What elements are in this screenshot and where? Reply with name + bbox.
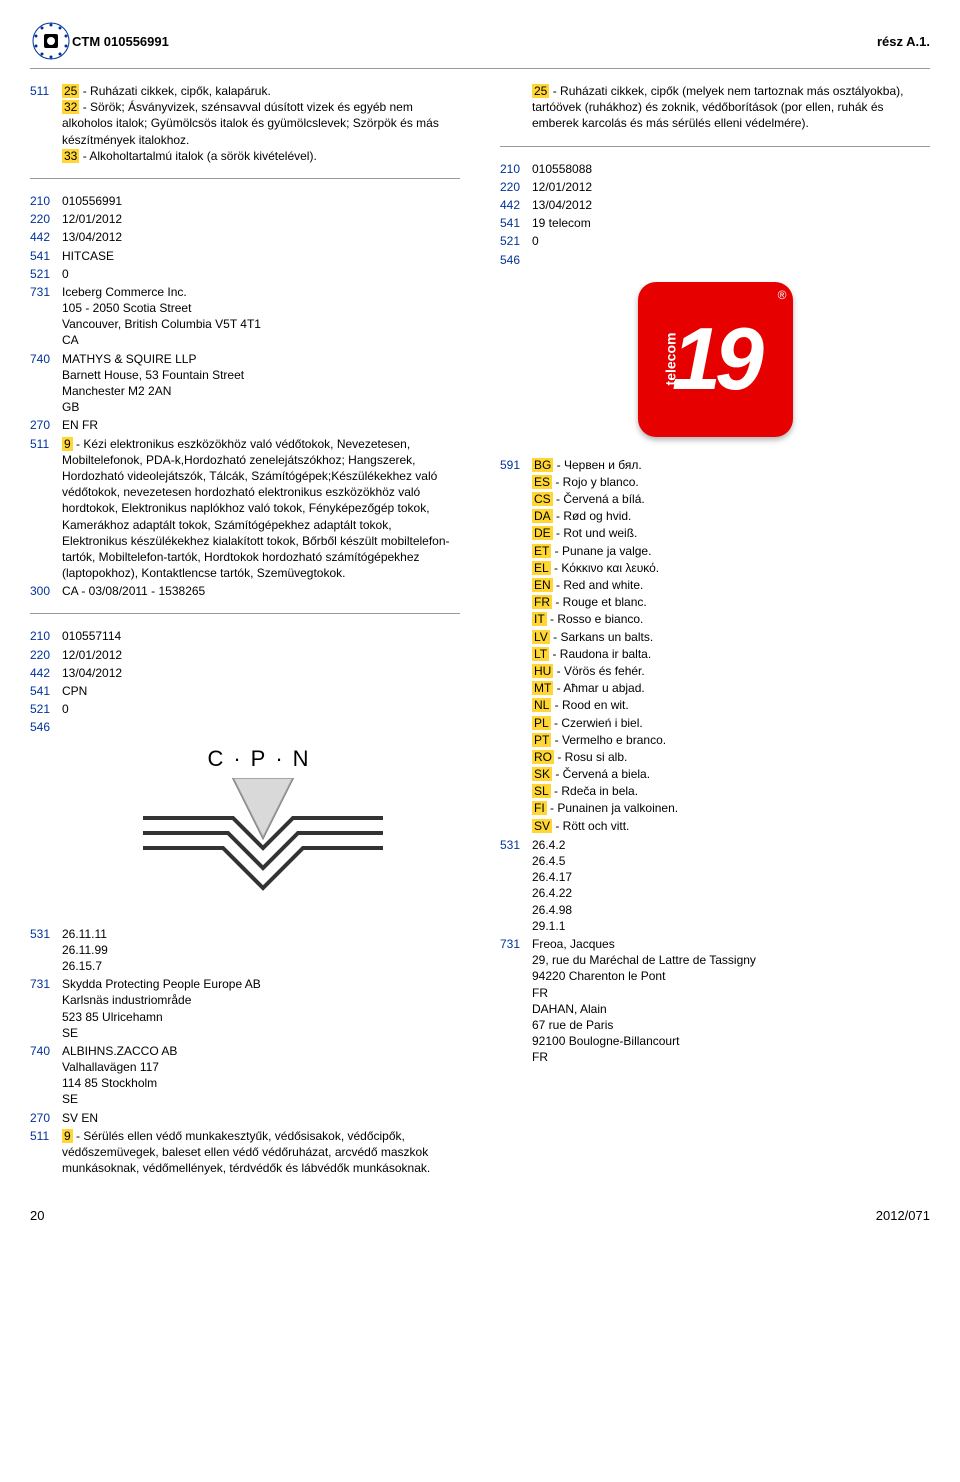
field-row: 25 - Ruházati cikkek, cipők (melyek nem … [500, 83, 930, 132]
issue-number: 2012/071 [876, 1208, 930, 1223]
separator [30, 613, 460, 614]
header-section: rész A.1. [877, 34, 930, 49]
right-column: 25 - Ruházati cikkek, cipők (melyek nem … [500, 83, 930, 1178]
registered-icon: ® [778, 288, 787, 302]
field-code: 511 [30, 83, 62, 164]
telecom19-logo: ® telecom 19 [638, 282, 793, 437]
logo-number: 19 [672, 308, 758, 410]
cpn-logo-text: C·P·N [66, 746, 460, 772]
field-value: 010556991 [62, 193, 460, 209]
page-header: CTM 010556991 rész A.1. [30, 20, 930, 69]
separator [30, 178, 460, 179]
field-value: 25 - Ruházati cikkek, cipők, kalapáruk. … [62, 83, 460, 164]
page-number: 20 [30, 1208, 44, 1223]
color-list: BG - Червен и бял.ES - Rojo y blanco.CS … [532, 457, 930, 835]
cpn-logo: C·P·N [66, 746, 460, 908]
separator [500, 146, 930, 147]
header-title: CTM 010556991 [72, 34, 877, 49]
content-columns: 511 25 - Ruházati cikkek, cipők, kalapár… [30, 83, 930, 1178]
telecom-label: telecom [662, 333, 678, 386]
page-footer: 20 2012/071 [30, 1208, 930, 1223]
field-row: 511 25 - Ruházati cikkek, cipők, kalapár… [30, 83, 460, 164]
cpn-logo-icon [133, 778, 393, 908]
eu-logo-icon [30, 20, 72, 62]
left-column: 511 25 - Ruházati cikkek, cipők, kalapár… [30, 83, 460, 1178]
